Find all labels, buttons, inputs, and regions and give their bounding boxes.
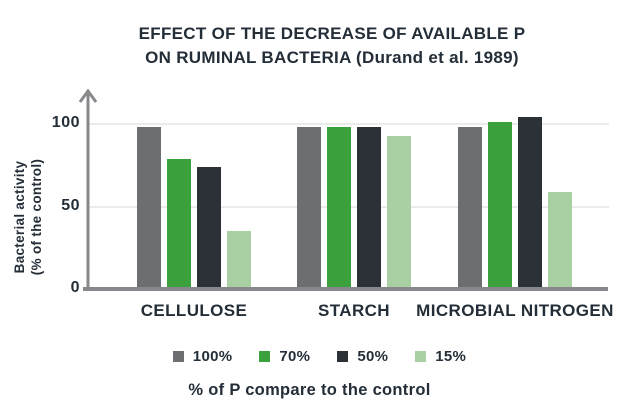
bar <box>137 127 161 289</box>
x-axis-line <box>83 287 608 291</box>
legend-item: 15% <box>415 348 466 365</box>
x-axis-caption: % of P compare to the control <box>188 381 431 399</box>
bar-group-1 <box>297 127 411 289</box>
legend-item: 50% <box>337 348 388 365</box>
legend-label: 50% <box>357 348 389 365</box>
legend-label: 100% <box>192 348 233 365</box>
legend-label: 70% <box>279 348 311 365</box>
chart-title-line1: EFFECT OF THE DECREASE OF AVAILABLE P <box>138 24 526 43</box>
bar-group-2 <box>458 117 572 289</box>
y-axis-title-line2: (% of the control) <box>29 158 44 276</box>
x-category-label: MICROBIAL NITROGEN <box>416 301 614 320</box>
bar <box>227 231 251 289</box>
y-axis-title-line1: Bacterial activity <box>12 160 27 274</box>
bar <box>458 127 482 289</box>
legend-item: 70% <box>259 348 310 365</box>
legend-label: 15% <box>435 348 467 365</box>
bar <box>488 122 512 289</box>
x-category-label: STARCH <box>318 301 390 320</box>
legend-swatch-icon <box>259 351 271 362</box>
chart-title: EFFECT OF THE DECREASE OF AVAILABLE P ON… <box>0 22 619 70</box>
bar <box>327 127 351 289</box>
bar <box>357 127 381 289</box>
y-tick-label: 100 <box>51 114 80 131</box>
bar <box>167 158 191 289</box>
legend-swatch-icon <box>172 351 184 362</box>
legend-item: 100% <box>172 348 233 365</box>
x-category-label: CELLULOSE <box>140 301 248 320</box>
y-tick-label: 50 <box>61 196 80 214</box>
bar <box>387 135 411 289</box>
bar <box>518 117 542 289</box>
bar <box>197 166 221 289</box>
gridline-100 <box>88 123 609 125</box>
bar <box>297 127 321 289</box>
legend: 100% 70% 50% 15% <box>20 348 619 365</box>
y-axis-arrow-icon <box>78 88 98 289</box>
bar-group-0 <box>137 127 251 289</box>
chart-title-line2: ON RUMINAL BACTERIA (Durand et al. 1989) <box>145 48 519 67</box>
bar <box>548 191 572 289</box>
plot-area <box>78 85 609 291</box>
legend-swatch-icon <box>415 351 427 362</box>
legend-swatch-icon <box>337 351 349 362</box>
y-axis-title: Bacterial activity (% of the control) <box>11 137 45 297</box>
y-tick-label: 0 <box>70 279 80 296</box>
